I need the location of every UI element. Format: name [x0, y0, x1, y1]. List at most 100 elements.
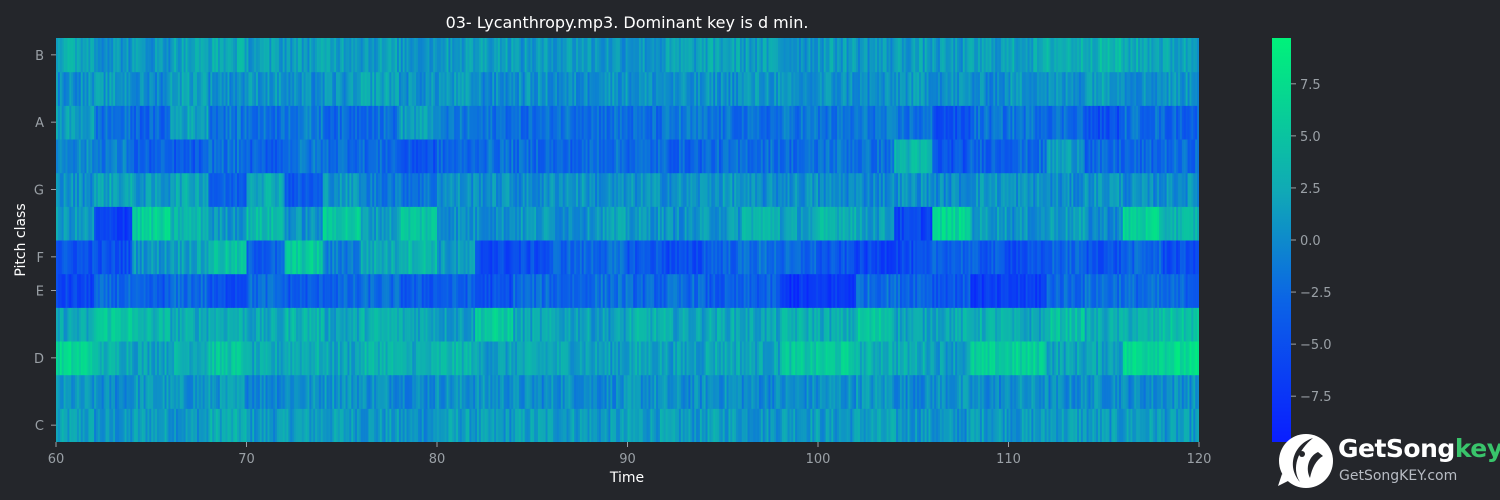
heat-cell — [732, 408, 735, 442]
heat-cell — [511, 374, 514, 409]
heat-cell — [404, 408, 408, 442]
heat-cell — [210, 206, 213, 241]
heat-cell — [1065, 240, 1069, 275]
heat-cell — [1078, 240, 1082, 275]
heat-cell — [871, 307, 874, 342]
heat-cell — [631, 307, 634, 342]
heat-cell — [456, 206, 459, 241]
heat-cell — [882, 307, 886, 342]
heat-cell — [181, 408, 185, 442]
heat-cell — [656, 408, 659, 442]
heat-cell — [1141, 172, 1145, 207]
heat-cell — [715, 240, 718, 275]
heat-cell — [1082, 408, 1086, 442]
heat-cell — [210, 172, 213, 207]
heat-cell — [353, 341, 356, 376]
heat-cell — [644, 408, 648, 442]
heat-cell — [471, 408, 474, 442]
heat-cell — [795, 273, 798, 308]
heat-cell — [320, 374, 324, 409]
heat-cell — [408, 206, 411, 241]
heat-cell — [644, 240, 648, 275]
heat-cell — [974, 273, 977, 308]
heat-cell — [978, 408, 981, 442]
heat-cell — [833, 172, 836, 207]
heat-cell — [136, 240, 139, 275]
heat-cell — [642, 273, 646, 308]
heat-cell — [1037, 307, 1040, 342]
heat-cell — [1094, 374, 1097, 409]
heat-cell — [808, 374, 811, 409]
heat-cell — [136, 139, 139, 174]
heat-cell — [555, 273, 558, 308]
heat-cell — [1010, 341, 1013, 376]
heat-cell — [484, 206, 488, 241]
heat-cell — [362, 307, 366, 342]
heat-cell — [484, 273, 488, 308]
heat-cell — [423, 307, 427, 342]
heat-cell — [1120, 374, 1124, 409]
heat-cell — [1183, 341, 1187, 376]
heat-cell — [593, 172, 596, 207]
heat-cell — [513, 273, 516, 308]
heat-cell — [176, 273, 179, 308]
heat-cell — [141, 172, 145, 207]
heat-cell — [1019, 341, 1023, 376]
heat-cell — [1006, 374, 1010, 409]
heat-cell — [764, 172, 768, 207]
heat-cell — [76, 374, 80, 409]
heat-cell — [734, 341, 737, 376]
heat-cell — [587, 206, 590, 241]
heat-cell — [604, 273, 608, 308]
heat-cell — [597, 273, 600, 308]
heat-cell — [406, 273, 410, 308]
heat-cell — [779, 307, 783, 342]
heat-cell — [90, 273, 93, 308]
heat-cell — [593, 408, 596, 442]
heat-cell — [151, 307, 154, 342]
heat-cell — [557, 374, 560, 409]
heat-cell — [774, 341, 777, 376]
heat-cell — [713, 172, 716, 207]
heat-cell — [838, 273, 842, 308]
heat-cell — [435, 374, 438, 409]
heat-cell — [65, 408, 69, 442]
heat-cell — [1130, 273, 1133, 308]
heat-cell — [299, 206, 303, 241]
heat-cell — [322, 172, 326, 207]
heat-cell — [244, 408, 248, 442]
heat-cell — [248, 139, 251, 174]
heat-cell — [315, 307, 318, 342]
heat-cell — [254, 307, 257, 342]
heat-cell — [1056, 307, 1059, 342]
heat-cell — [677, 206, 680, 241]
heat-cell — [878, 408, 882, 442]
heat-cell — [534, 307, 537, 342]
heat-cell — [1050, 273, 1053, 308]
heat-cell — [181, 139, 185, 174]
heat-cell — [850, 240, 853, 275]
heat-cell — [269, 240, 272, 275]
heat-cell — [202, 206, 206, 241]
heat-cell — [494, 341, 497, 376]
heat-cell — [867, 172, 871, 207]
heat-cell — [678, 341, 682, 376]
heat-cell — [1098, 273, 1101, 308]
heat-cell — [985, 273, 989, 308]
heat-cell — [486, 206, 490, 241]
heat-cell — [1149, 172, 1152, 207]
heat-cell — [623, 273, 627, 308]
heat-cell — [84, 374, 88, 409]
heat-cell — [242, 139, 246, 174]
heat-cell — [1176, 206, 1179, 241]
heat-cell — [734, 374, 737, 409]
heat-cell — [465, 374, 469, 409]
heat-cell — [677, 341, 680, 376]
heat-cell — [442, 172, 446, 207]
heat-cell — [810, 273, 813, 308]
heat-cell — [189, 206, 192, 241]
heat-cell — [429, 374, 432, 409]
heat-cell — [358, 374, 362, 409]
heat-cell — [96, 307, 99, 342]
heat-cell — [408, 307, 411, 342]
